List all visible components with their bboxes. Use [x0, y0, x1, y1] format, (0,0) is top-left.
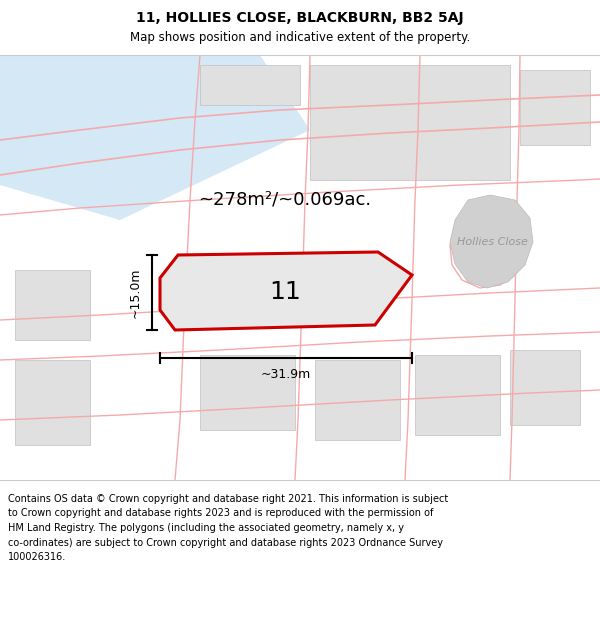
Polygon shape — [0, 55, 310, 220]
Polygon shape — [520, 70, 590, 145]
Text: ~31.9m: ~31.9m — [261, 368, 311, 381]
Polygon shape — [415, 355, 500, 435]
Text: co-ordinates) are subject to Crown copyright and database rights 2023 Ordnance S: co-ordinates) are subject to Crown copyr… — [8, 538, 443, 548]
Text: HM Land Registry. The polygons (including the associated geometry, namely x, y: HM Land Registry. The polygons (includin… — [8, 523, 404, 533]
Polygon shape — [315, 360, 400, 440]
Text: ~15.0m: ~15.0m — [129, 268, 142, 318]
Text: 11, HOLLIES CLOSE, BLACKBURN, BB2 5AJ: 11, HOLLIES CLOSE, BLACKBURN, BB2 5AJ — [136, 11, 464, 25]
Polygon shape — [0, 0, 600, 55]
Text: Contains OS data © Crown copyright and database right 2021. This information is : Contains OS data © Crown copyright and d… — [8, 494, 448, 504]
Polygon shape — [15, 360, 90, 445]
Text: Map shows position and indicative extent of the property.: Map shows position and indicative extent… — [130, 31, 470, 44]
Polygon shape — [310, 65, 510, 180]
Polygon shape — [510, 350, 580, 425]
Text: ~278m²/~0.069ac.: ~278m²/~0.069ac. — [199, 191, 371, 209]
Text: 100026316.: 100026316. — [8, 552, 66, 562]
Polygon shape — [450, 195, 533, 288]
Polygon shape — [0, 55, 260, 185]
Polygon shape — [15, 270, 90, 340]
Text: 11: 11 — [269, 280, 301, 304]
Polygon shape — [160, 252, 412, 330]
Polygon shape — [200, 355, 295, 430]
Text: to Crown copyright and database rights 2023 and is reproduced with the permissio: to Crown copyright and database rights 2… — [8, 509, 433, 519]
Polygon shape — [200, 65, 300, 105]
Text: Hollies Close: Hollies Close — [457, 237, 527, 247]
